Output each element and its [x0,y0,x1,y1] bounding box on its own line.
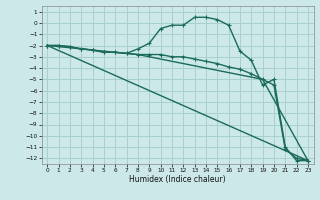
X-axis label: Humidex (Indice chaleur): Humidex (Indice chaleur) [129,175,226,184]
